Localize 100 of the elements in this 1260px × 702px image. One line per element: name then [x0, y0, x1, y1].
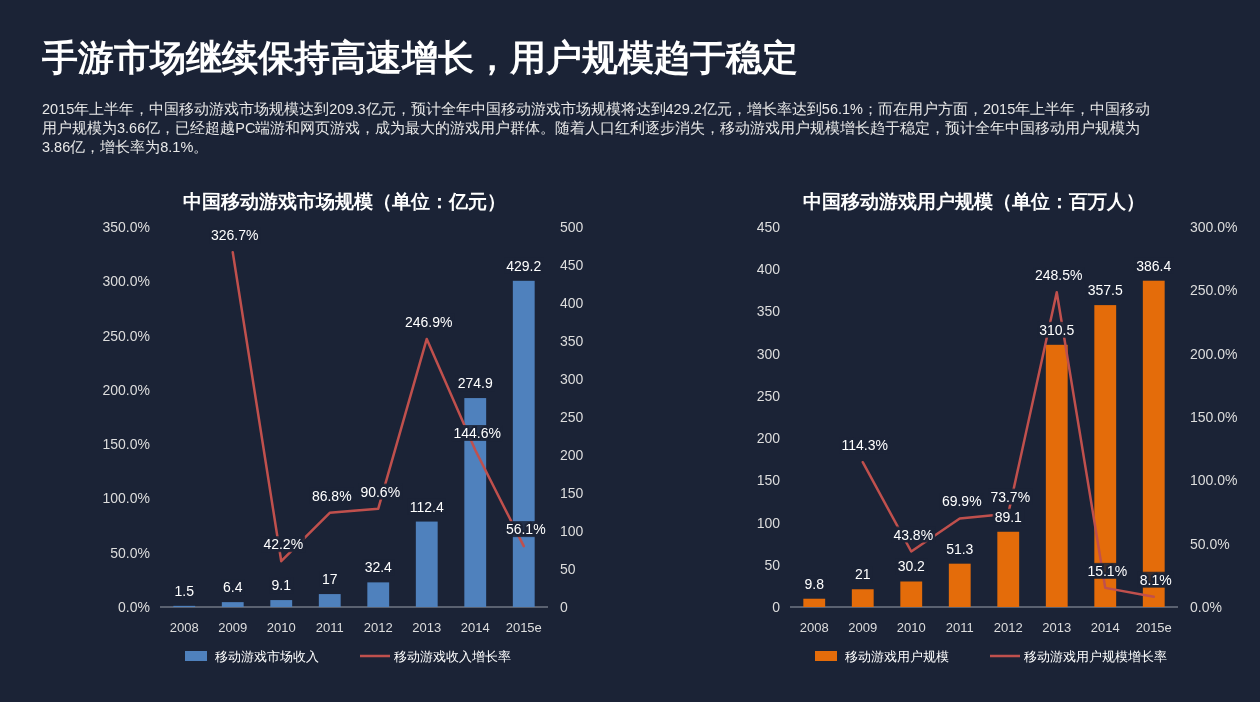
data-label: 17 — [321, 571, 338, 588]
data-label: 9.1 — [271, 577, 292, 594]
data-label: 30.2 — [897, 558, 926, 575]
y-tick-label: 150.0% — [102, 436, 150, 453]
data-label: 274.9 — [457, 375, 493, 392]
data-label: 15.1% — [1087, 562, 1128, 579]
data-label: 56.1% — [505, 521, 546, 538]
data-label: 357.5 — [1087, 282, 1123, 299]
x-tick-label: 2011 — [945, 620, 974, 635]
y2-tick-label: 400 — [560, 295, 584, 311]
bar — [851, 589, 874, 607]
bar — [367, 582, 390, 607]
data-label: 89.1 — [994, 508, 1023, 525]
text: 2015年上半年，中国移动游戏市场规模达到209.3亿元，预计全年中国移动游戏市场规模将达到429.2亿元，增长率达到56.1%；而在用户方面，2015年上半年，中国移动用户规模为3.66亿，已经超越PC端游和网页游戏，成为最大的游戏用户群体。随着人口红利逐步消失，移动游戏用户规模增长趋于稳定，预计全年中国移动用户规模为3.86亿，增长率为8.1%。 — [42, 100, 1152, 157]
data-label: 326.7% — [211, 227, 259, 244]
y-tick-label: 450 — [756, 219, 781, 235]
y2-tick-label: 100.0% — [1190, 472, 1238, 489]
data-label: 6.4 — [223, 579, 243, 596]
x-tick-label: 2012 — [993, 620, 1023, 635]
legend-label: 移动游戏用户规模增长率 — [1024, 649, 1167, 664]
y2-tick-label: 50.0% — [1190, 535, 1230, 552]
bar — [221, 602, 244, 607]
data-label: 246.9% — [405, 313, 453, 330]
bar — [803, 598, 826, 607]
y-tick-label: 250 — [756, 387, 781, 404]
bar — [270, 600, 293, 607]
data-label: 112.4 — [409, 498, 444, 515]
bar — [948, 563, 971, 607]
data-label: 310.5 — [1039, 321, 1075, 338]
chart-title: 中国移动游戏市场规模（单位：亿元） — [182, 191, 506, 212]
y2-tick-label: 200 — [560, 447, 584, 463]
x-tick-label: 2014 — [460, 620, 490, 635]
bar — [900, 581, 923, 607]
x-tick-label: 2013 — [1042, 620, 1072, 635]
data-label: 1.5 — [174, 582, 195, 599]
data-label: 386.4 — [1136, 257, 1172, 274]
y2-tick-label: 50 — [560, 561, 576, 577]
y2-tick-label: 300.0% — [1190, 219, 1238, 235]
bar — [997, 531, 1020, 607]
y-tick-label: 100 — [756, 514, 781, 531]
y-tick-label: 350.0% — [102, 219, 150, 235]
x-tick-label: 2014 — [1090, 620, 1120, 635]
data-label: 21 — [854, 566, 871, 583]
data-label: 32.4 — [364, 559, 393, 576]
y2-tick-label: 300 — [560, 371, 584, 387]
y2-tick-label: 0 — [560, 599, 568, 615]
x-tick-label: 2015e — [505, 620, 542, 635]
x-tick-label: 2011 — [315, 620, 344, 635]
bar — [415, 521, 438, 607]
y2-tick-label: 150 — [560, 485, 584, 501]
data-label: 248.5% — [1035, 267, 1083, 284]
data-label: 42.2% — [263, 536, 304, 553]
x-tick-label: 2010 — [266, 620, 296, 635]
y-tick-label: 200 — [756, 430, 781, 447]
chart-title: 中国移动游戏用户规模（单位：百万人） — [803, 191, 1145, 212]
y-tick-label: 300 — [756, 345, 781, 362]
y2-tick-label: 100 — [560, 523, 584, 539]
y-tick-label: 50.0% — [110, 544, 150, 561]
y2-tick-label: 500 — [560, 219, 584, 235]
data-label: 144.6% — [453, 425, 501, 442]
y2-tick-label: 250.0% — [1190, 282, 1238, 299]
x-tick-label: 2013 — [412, 620, 442, 635]
y-tick-label: 350 — [756, 303, 781, 320]
x-tick-label: 2010 — [896, 620, 926, 635]
y-tick-label: 0.0% — [118, 599, 150, 615]
x-tick-label: 2008 — [169, 620, 199, 635]
text: 手游市场继续保持高速增长，用户规模趋于稳定 — [42, 36, 798, 80]
y-tick-label: 300.0% — [102, 273, 150, 290]
data-label: 90.6% — [360, 483, 401, 500]
y-tick-label: 100.0% — [102, 490, 150, 507]
y2-tick-label: 250 — [560, 409, 584, 425]
x-tick-label: 2015e — [1135, 620, 1172, 635]
y-tick-label: 200.0% — [102, 381, 150, 398]
x-tick-label: 2009 — [218, 620, 248, 635]
data-label: 51.3 — [946, 540, 974, 557]
y2-tick-label: 450 — [560, 257, 584, 273]
y2-tick-label: 0.0% — [1190, 599, 1222, 615]
legend-label: 移动游戏收入增长率 — [394, 649, 511, 664]
y-tick-label: 400 — [756, 261, 781, 278]
data-label: 9.8 — [804, 575, 825, 592]
x-tick-label: 2008 — [799, 620, 829, 635]
y-tick-label: 250.0% — [102, 327, 150, 344]
y2-tick-label: 200.0% — [1190, 345, 1238, 362]
data-label: 43.8% — [893, 526, 934, 543]
data-label: 86.8% — [311, 487, 352, 504]
data-label: 8.1% — [1139, 571, 1172, 588]
y-tick-label: 150 — [756, 472, 781, 489]
bar — [318, 594, 341, 607]
bar — [1045, 344, 1068, 607]
y2-tick-label: 150.0% — [1190, 409, 1238, 425]
y-tick-label: 50 — [764, 556, 781, 573]
data-label: 114.3% — [841, 437, 888, 454]
x-tick-label: 2009 — [848, 620, 878, 635]
x-tick-label: 2012 — [363, 620, 393, 635]
y2-tick-label: 350 — [560, 333, 584, 349]
data-label: 429.2 — [506, 257, 542, 274]
y-tick-label: 0 — [772, 599, 781, 615]
data-label: 69.9% — [941, 493, 982, 510]
legend-label: 移动游戏用户规模 — [845, 649, 949, 664]
data-label: 73.7% — [990, 488, 1031, 505]
